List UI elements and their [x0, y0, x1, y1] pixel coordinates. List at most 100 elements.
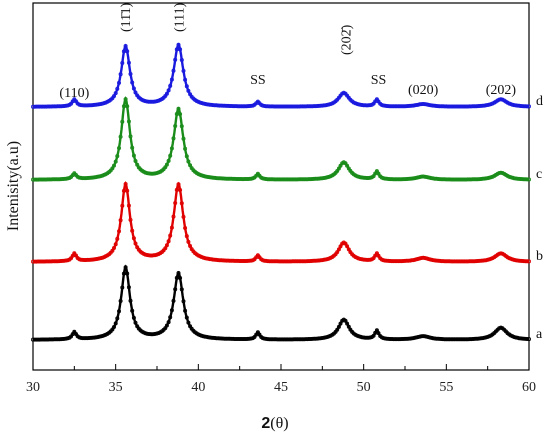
- trace-d-point: [131, 86, 136, 91]
- trace-b-point: [126, 203, 131, 208]
- trace-label-b: b: [536, 249, 543, 264]
- trace-a-point: [176, 270, 181, 275]
- trace-c-point: [376, 171, 381, 176]
- x-tick-label: 35: [109, 380, 123, 395]
- trace-d-point: [249, 103, 254, 108]
- trace-a-point: [527, 337, 532, 342]
- x-axis-ticks: 30 35 40 45 50 55 60: [26, 364, 536, 395]
- trace-d-point: [120, 61, 125, 66]
- trace-c-point: [186, 159, 191, 164]
- trace-d-point: [166, 88, 171, 93]
- trace-d-point: [133, 90, 138, 95]
- trace-b-point: [118, 218, 123, 223]
- trace-c-point: [125, 104, 130, 109]
- trace-b-point: [112, 245, 117, 250]
- trace-c-point: [176, 106, 181, 111]
- trace-b-point: [426, 256, 431, 261]
- trace-c-point: [133, 158, 138, 163]
- trace-c-point: [118, 134, 123, 139]
- trace-c-point: [113, 159, 118, 164]
- trace-d-point: [130, 80, 135, 85]
- trace-a-point: [335, 327, 340, 332]
- peak-label: (020): [408, 83, 439, 98]
- trace-a: [33, 264, 529, 341]
- trace-d-point: [179, 58, 184, 63]
- trace-b-point: [179, 201, 184, 206]
- trace-a-point: [343, 318, 348, 323]
- trace-a-point: [178, 275, 183, 280]
- trace-a-point: [113, 321, 118, 326]
- trace-d-point: [173, 57, 178, 62]
- trace-d-point: [115, 86, 120, 91]
- x-axis-title: 2(θ): [261, 415, 288, 432]
- trace-a-point: [183, 308, 188, 313]
- trace-d-point: [171, 68, 176, 73]
- trace-b-point: [113, 242, 118, 247]
- trace-d-point: [112, 94, 117, 99]
- trace-b-point: [184, 234, 189, 239]
- trace-b-point: [176, 182, 181, 187]
- trace-b-point: [117, 229, 122, 234]
- trace-c-point: [131, 153, 136, 158]
- peak-label: SS: [250, 73, 266, 88]
- trace-a-point: [166, 320, 171, 325]
- trace-d-point: [525, 104, 530, 109]
- peak-label: (202): [486, 83, 517, 98]
- trace-b-point: [120, 203, 125, 208]
- trace-a-point: [168, 315, 173, 320]
- peak-label: (110): [59, 86, 89, 101]
- trace-d-point: [183, 77, 188, 82]
- trace-a-point: [525, 336, 530, 341]
- trace-d-point: [117, 80, 122, 85]
- trace-d-point: [113, 91, 118, 96]
- trace-c-point: [123, 97, 128, 102]
- trace-b-point: [169, 225, 174, 230]
- trace-a-point: [483, 335, 488, 340]
- trace-c-point: [169, 146, 174, 151]
- trace-c-point: [171, 136, 176, 141]
- trace-a-point: [126, 285, 131, 290]
- trace-c-point: [65, 176, 70, 181]
- trace-a-point: [345, 321, 350, 326]
- trace-c-point: [173, 124, 178, 129]
- x-tick-label: 40: [191, 380, 205, 395]
- trace-b-point: [133, 241, 138, 246]
- trace-d-point: [176, 42, 181, 47]
- trace-c-point: [153, 171, 158, 176]
- peak-label: (202̄): [339, 24, 354, 55]
- trace-a-point: [249, 336, 254, 341]
- trace-d-point: [181, 68, 186, 73]
- trace-c-point: [525, 177, 530, 182]
- trace-d-point: [125, 49, 130, 54]
- trace-a-point: [184, 315, 189, 320]
- trace-d-point: [153, 99, 158, 104]
- trace-d-point: [178, 47, 183, 52]
- trace-d-point: [527, 104, 532, 109]
- trace-b-point: [125, 188, 130, 193]
- trace-d-point: [186, 88, 191, 93]
- trace-b-point: [168, 233, 173, 238]
- trace-b-point: [130, 228, 135, 233]
- trace-a-point: [426, 334, 431, 339]
- trace-c-point: [168, 153, 173, 158]
- trace-d-point: [164, 91, 169, 96]
- trace-a-point: [171, 298, 176, 303]
- trace-b-point: [128, 217, 133, 222]
- trace-b-point: [171, 214, 176, 219]
- x-axis-title-theta: (θ): [270, 415, 288, 432]
- trace-c-point: [345, 163, 350, 168]
- trace-d-point: [168, 83, 173, 88]
- trace-c-point: [120, 119, 125, 124]
- trace-d-point: [128, 72, 133, 77]
- trace-c-point: [181, 136, 186, 141]
- trace-b-point: [336, 247, 341, 252]
- y-axis-title: Intenisity(a.u): [5, 141, 22, 231]
- trace-a-point: [374, 328, 379, 333]
- trace-c-point: [178, 112, 183, 117]
- trace-d-point: [123, 44, 128, 49]
- peak-label: (11̄1): [119, 2, 134, 32]
- trace-b-point: [338, 244, 343, 249]
- trace-b-point: [181, 214, 186, 219]
- trace-c-point: [183, 146, 188, 151]
